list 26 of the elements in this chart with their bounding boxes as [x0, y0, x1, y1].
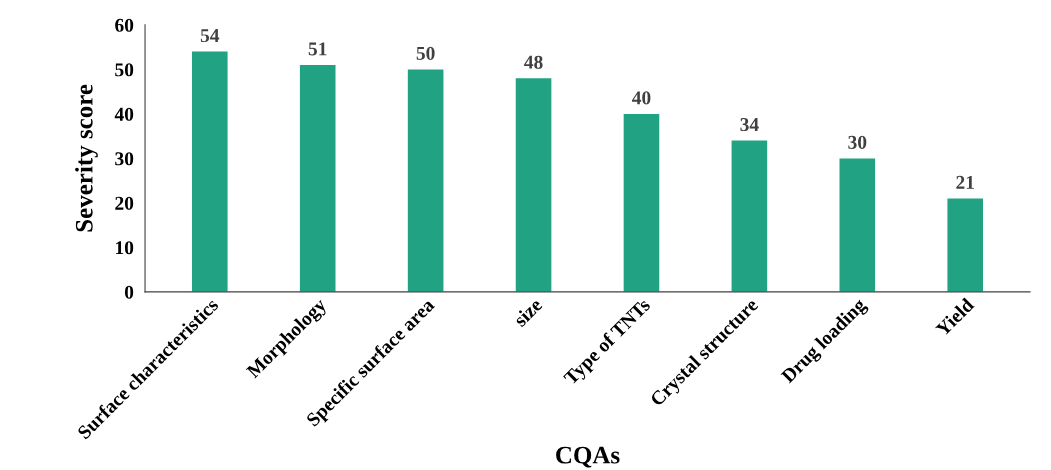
data-label: 48 — [524, 55, 543, 69]
bar — [839, 158, 876, 292]
y-tick-label: 0 — [124, 285, 134, 299]
y-tick-label: 60 — [115, 18, 134, 32]
y-tick-label: 30 — [115, 152, 134, 166]
y-axis-title: Severity score — [75, 84, 98, 232]
data-label: 51 — [308, 42, 327, 56]
bar — [623, 113, 660, 292]
data-label: 21 — [956, 175, 974, 189]
y-tick-label: 10 — [116, 241, 134, 255]
bar — [299, 64, 336, 292]
y-tick-label: 40 — [114, 107, 134, 121]
y-tick-label: 20 — [115, 196, 134, 210]
data-label: 54 — [200, 29, 220, 43]
data-label: 30 — [848, 135, 867, 149]
data-label: 34 — [740, 118, 759, 132]
x-axis-title: CQAs — [556, 446, 620, 468]
data-label: 40 — [632, 91, 651, 105]
x-tick-label: size — [512, 297, 543, 328]
bar — [731, 140, 768, 292]
bar — [947, 198, 984, 292]
data-label: 50 — [416, 46, 435, 60]
bar — [515, 78, 552, 292]
bar — [407, 69, 444, 292]
y-tick-label: 50 — [115, 63, 134, 77]
bar — [191, 51, 228, 292]
